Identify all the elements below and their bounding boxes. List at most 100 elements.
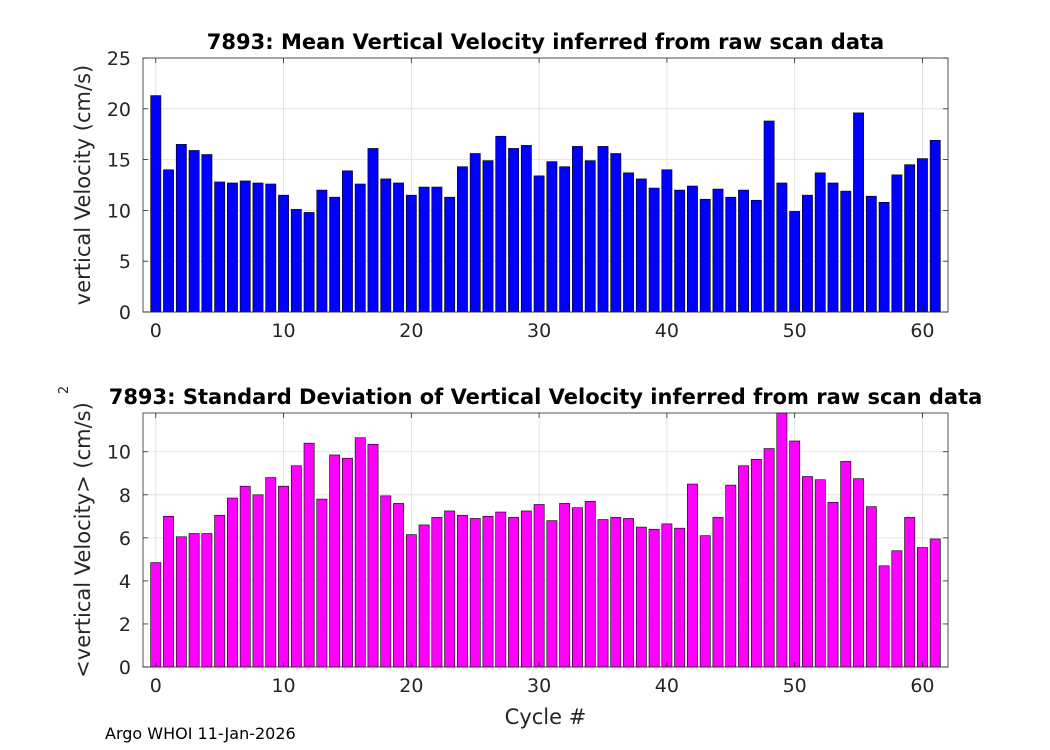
bar — [303, 442, 315, 668]
bar — [444, 196, 456, 313]
bar — [648, 187, 660, 313]
bar — [265, 183, 277, 313]
bar — [290, 209, 302, 313]
x-tick-label: 40 — [655, 320, 679, 342]
bar — [878, 201, 890, 313]
bar — [380, 495, 392, 668]
bar — [546, 161, 558, 313]
bar — [648, 528, 660, 668]
bar — [380, 178, 392, 313]
bar — [878, 565, 890, 668]
bar — [175, 536, 187, 668]
bar — [865, 195, 877, 313]
bar — [623, 172, 634, 313]
chart-title: 7893: Mean Vertical Velocity inferred fr… — [207, 30, 884, 54]
bar — [482, 160, 494, 313]
bar — [457, 166, 468, 313]
bar — [469, 518, 481, 668]
plot-area — [143, 413, 948, 667]
bar — [201, 154, 213, 313]
x-tick-label: 20 — [399, 320, 423, 342]
bar — [482, 516, 494, 668]
bar — [316, 189, 328, 313]
bar — [904, 164, 916, 313]
y-tick-label: 10 — [107, 442, 131, 464]
x-tick-label: 40 — [655, 675, 679, 697]
bar — [405, 194, 417, 313]
bar — [840, 461, 852, 668]
bar — [252, 182, 264, 313]
x-axis-label: Cycle # — [505, 705, 587, 729]
bar — [814, 479, 826, 668]
bar — [776, 182, 788, 313]
y-axis-label: <vertical Velocity> (cm/s) — [71, 402, 95, 678]
x-tick-label: 10 — [271, 675, 295, 697]
x-tick-label: 60 — [910, 320, 934, 342]
bar — [827, 502, 839, 668]
bar — [687, 483, 698, 668]
bar — [674, 527, 686, 668]
y-tick-label: 25 — [107, 48, 131, 70]
bar — [393, 503, 404, 668]
bar — [239, 180, 251, 313]
footer-text: Argo WHOI 11-Jan-2026 — [105, 724, 296, 743]
bar — [546, 520, 558, 668]
y-tick-label: 15 — [107, 150, 131, 172]
bar — [457, 514, 468, 668]
x-tick-label: 50 — [783, 320, 807, 342]
bar — [623, 518, 634, 668]
bar — [763, 448, 775, 668]
bar — [635, 178, 647, 313]
bar — [827, 182, 839, 313]
y-tick-label: 0 — [119, 302, 131, 324]
bar — [163, 169, 174, 313]
std-velocity-chart: 0 10 20 30 40 50 60 0 2 4 6 8 10 7893: Standard Devia… — [57, 385, 982, 729]
bar — [559, 503, 571, 668]
bar — [635, 526, 647, 668]
x-tick-label: 20 — [399, 675, 423, 697]
bar — [929, 538, 941, 668]
bar — [789, 211, 801, 313]
bar — [316, 498, 328, 668]
bar — [929, 140, 941, 313]
bar — [712, 188, 724, 313]
y-tick-label: 0 — [119, 657, 131, 679]
y-axis-label-superscript: 2 — [57, 386, 72, 394]
bar — [175, 144, 187, 313]
bar — [367, 443, 379, 668]
y-tick-label: 6 — [119, 528, 131, 550]
bar — [738, 189, 749, 313]
bar — [278, 194, 289, 313]
bar — [227, 497, 238, 668]
bar — [469, 153, 481, 313]
bar — [278, 485, 289, 668]
bar — [572, 507, 583, 668]
bar — [342, 170, 353, 313]
bar — [610, 153, 622, 313]
bar — [610, 517, 622, 668]
bar — [533, 175, 545, 313]
y-tick-label: 10 — [107, 200, 131, 222]
bar — [508, 148, 519, 313]
bar — [559, 166, 571, 313]
bar — [329, 454, 341, 668]
chart-title: 7893: Standard Deviation of Vertical Vel… — [109, 385, 983, 409]
bar — [431, 186, 443, 313]
bar — [290, 465, 302, 668]
bar — [802, 476, 813, 668]
bar — [891, 174, 903, 313]
bar — [227, 182, 238, 313]
x-tick-label: 30 — [527, 675, 551, 697]
bar — [214, 514, 226, 668]
bar — [750, 199, 762, 313]
bar — [239, 485, 251, 668]
axes-box — [142, 412, 949, 668]
bar — [533, 504, 545, 668]
bar — [917, 547, 928, 668]
bar — [904, 517, 916, 668]
x-tick-label: 50 — [783, 675, 807, 697]
y-tick-label: 8 — [119, 485, 131, 507]
plot-area — [143, 58, 948, 312]
bar — [188, 533, 200, 668]
